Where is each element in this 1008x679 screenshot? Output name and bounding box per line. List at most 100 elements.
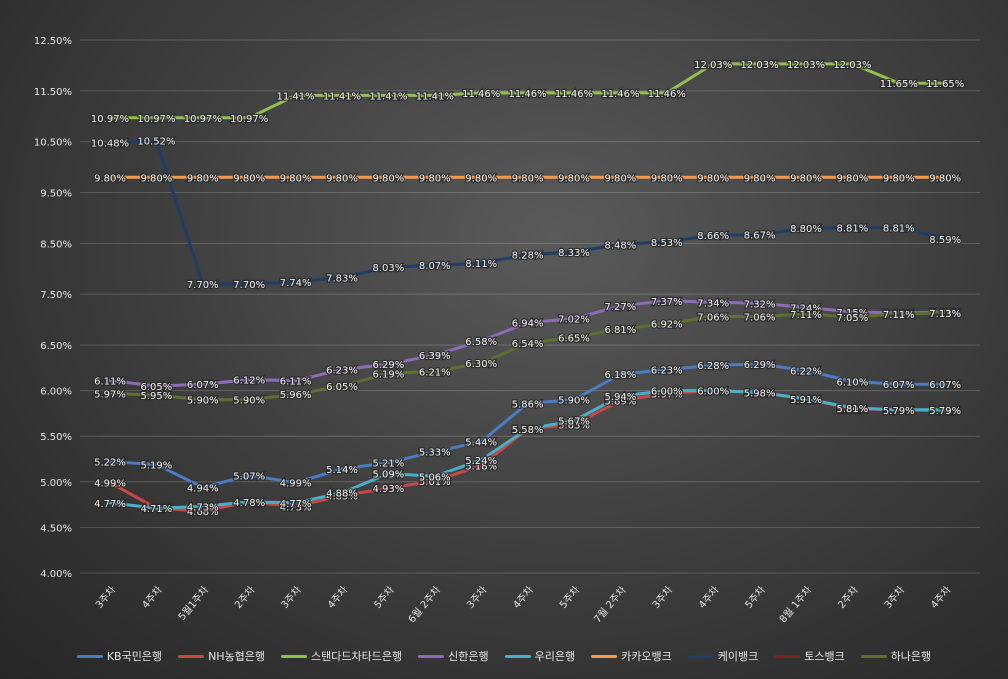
data-label: 12.03%	[741, 60, 779, 71]
data-label: 6.92%	[651, 320, 683, 331]
data-label: 6.12%	[233, 376, 265, 387]
data-label: 8.80%	[790, 224, 822, 235]
y-tick-label: 10.50%	[34, 138, 72, 149]
legend-label: 케이뱅크	[717, 650, 759, 663]
data-label: 8.53%	[651, 238, 683, 249]
data-label: 5.90%	[558, 396, 590, 407]
legend-label: NH농협은행	[208, 650, 266, 663]
data-label: 7.34%	[697, 298, 729, 309]
x-tick-label: 4주차	[511, 584, 536, 611]
x-tick-label: 3주차	[279, 584, 304, 611]
data-label: 4.71%	[141, 504, 173, 515]
data-label: 4.73%	[187, 502, 219, 513]
x-tick-label: 4주차	[325, 584, 350, 611]
data-label: 5.91%	[790, 395, 822, 406]
data-label: 4.77%	[94, 499, 126, 510]
y-axis-ticks: 4.00% 4.50% 5.00% 5.50% 6.00% 6.50% 7.50% 8.50%…	[34, 36, 72, 580]
y-tick-label: 8.50%	[40, 239, 72, 250]
x-tick-label: 2주차	[232, 584, 257, 611]
x-tick-label: 4주차	[928, 584, 953, 611]
data-label: 6.23%	[651, 366, 683, 377]
data-label: 5.79%	[883, 406, 915, 417]
data-label: 7.70%	[187, 280, 219, 291]
legend-swatch	[774, 654, 801, 658]
data-label: 9.80%	[419, 173, 451, 184]
data-label: 9.80%	[790, 173, 822, 184]
data-label: 7.27%	[605, 302, 637, 313]
data-label: 6.11%	[94, 377, 126, 388]
data-label: 10.48%	[91, 139, 129, 150]
data-label: 5.22%	[94, 458, 126, 469]
y-tick-label: 6.00%	[40, 387, 72, 398]
data-label: 7.83%	[326, 273, 358, 284]
x-tick-label: 3주차	[882, 584, 907, 611]
data-label: 5.14%	[326, 465, 358, 476]
y-tick-label: 9.50%	[40, 189, 72, 200]
legend-item: 하나은행	[860, 648, 932, 664]
data-label: 5.07%	[233, 471, 265, 482]
data-label: 8.11%	[465, 259, 497, 270]
data-label: 9.80%	[558, 173, 590, 184]
data-label: 8.81%	[837, 224, 869, 235]
legend-swatch	[281, 654, 308, 658]
data-label: 5.24%	[465, 456, 497, 467]
legend: KB국민은행 NH농협은행 스탠다드차타드은행 신한은행 우리은행 카카오뱅크 케이뱅크 토스…	[0, 648, 1008, 664]
series-line	[108, 299, 947, 388]
data-label: 6.29%	[744, 360, 776, 371]
data-label: 5.90%	[233, 396, 265, 407]
data-label: 6.00%	[697, 387, 729, 398]
series-line	[108, 62, 947, 120]
data-label: 4.94%	[187, 483, 219, 494]
data-label: 4.77%	[280, 499, 312, 510]
data-label: 5.58%	[512, 425, 544, 436]
data-label: 5.81%	[837, 404, 869, 415]
data-label: 4.93%	[373, 484, 405, 495]
x-tick-label: 4주차	[696, 584, 721, 611]
data-label: 6.11%	[280, 377, 312, 388]
data-label: 7.02%	[558, 315, 590, 326]
legend-swatch	[178, 654, 205, 658]
x-tick-label: 3주차	[650, 584, 675, 611]
legend-swatch	[687, 654, 714, 658]
data-label: 8.81%	[883, 224, 915, 235]
data-label: 5.97%	[651, 389, 683, 400]
legend-swatch	[860, 654, 887, 658]
legend-item: 신한은행	[418, 648, 489, 664]
data-label: 9.80%	[837, 173, 869, 184]
data-label: 6.81%	[605, 325, 637, 336]
legend-label: 하나은행	[890, 650, 932, 663]
data-label: 5.33%	[419, 448, 451, 459]
series-line	[108, 362, 947, 489]
data-label: 9.80%	[651, 173, 683, 184]
data-label: 5.97%	[94, 389, 126, 400]
series-lines	[108, 62, 947, 513]
data-label: 6.07%	[187, 380, 219, 391]
data-label: 4.73%	[280, 502, 312, 513]
data-label: 11.41%	[323, 91, 361, 102]
data-label: 6.23%	[326, 366, 358, 377]
legend-item: NH농협은행	[178, 648, 265, 664]
y-tick-label: 12.50%	[34, 36, 72, 47]
data-label: 9.80%	[512, 173, 544, 184]
data-label: 7.15%	[837, 308, 869, 319]
data-label: 6.07%	[929, 380, 961, 391]
legend-item: 스탠다드차타드은행	[281, 648, 402, 664]
x-tick-label: 5월1주차	[176, 584, 211, 623]
data-label: 5.95%	[141, 391, 173, 402]
data-label: 6.58%	[465, 337, 497, 348]
x-tick-label: 5주차	[743, 584, 768, 611]
x-tick-label: 5주차	[372, 584, 397, 611]
data-label: 9.80%	[373, 173, 405, 184]
series-line	[108, 139, 947, 286]
data-label: 6.54%	[512, 339, 544, 350]
data-label: 6.65%	[558, 333, 590, 344]
data-label: 7.06%	[744, 313, 776, 324]
data-label: 7.11%	[883, 310, 915, 321]
legend-swatch	[591, 654, 618, 658]
data-label: 8.03%	[373, 263, 405, 274]
data-label: 5.18%	[465, 461, 497, 472]
data-label: 6.28%	[697, 361, 729, 372]
x-tick-label: 6월 2주차	[406, 584, 443, 625]
data-label: 9.80%	[465, 173, 497, 184]
data-label: 7.32%	[744, 299, 776, 310]
